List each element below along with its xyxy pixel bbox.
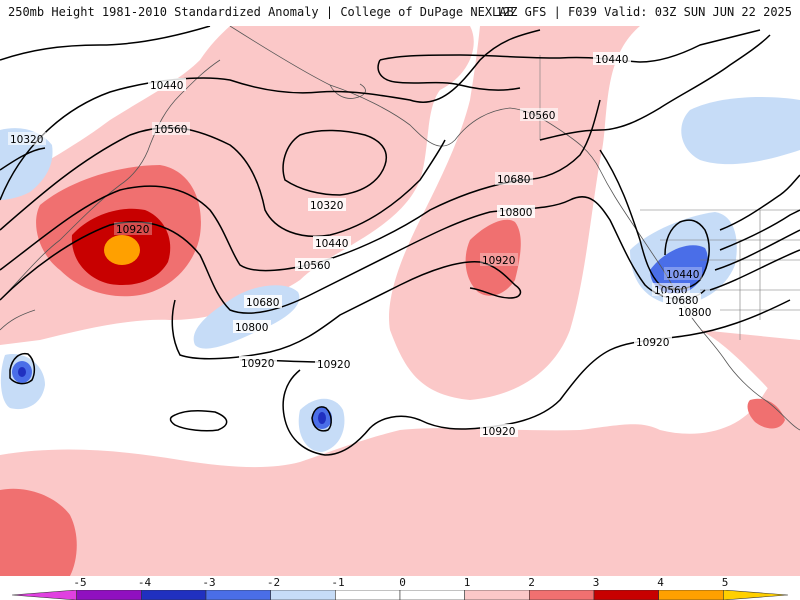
contour-label: 10920 bbox=[241, 358, 274, 370]
anomaly-map: 10440 10320 10560 10920 10320 10440 1056… bbox=[0, 26, 800, 576]
colorbar-tick-label: -3 bbox=[202, 576, 216, 589]
contour-label: 10440 bbox=[595, 54, 628, 66]
colorbar-segment bbox=[270, 590, 336, 600]
colorbar-strip bbox=[11, 590, 789, 600]
colorbar-segment bbox=[723, 590, 789, 600]
contour-label: 10320 bbox=[10, 134, 43, 146]
colorbar-segment bbox=[141, 590, 207, 600]
contour-label: 10680 bbox=[246, 297, 279, 309]
contour-label: 10920 bbox=[482, 426, 515, 438]
colorbar-segment bbox=[205, 590, 271, 600]
contour-label: 10680 bbox=[665, 295, 698, 307]
colorbar-tick-label: 2 bbox=[528, 576, 535, 589]
contour-label: 10440 bbox=[150, 80, 183, 92]
colorbar-tick-label: 0 bbox=[399, 576, 406, 589]
colorbar-tick-label: 1 bbox=[463, 576, 471, 589]
contour-label: 10560 bbox=[522, 110, 555, 122]
colorbar-tick-label: -2 bbox=[266, 576, 281, 589]
map-canvas: 10440 10320 10560 10920 10320 10440 1056… bbox=[0, 26, 800, 576]
contour-label: 10680 bbox=[497, 174, 530, 186]
model-run-info: 12Z GFS | F039 Valid: 03Z SUN JUN 22 202… bbox=[495, 5, 792, 19]
header-bar: 250mb Height 1981-2010 Standardized Anom… bbox=[0, 0, 800, 26]
colorbar-segment bbox=[529, 590, 595, 600]
contour-label: 10320 bbox=[310, 200, 343, 212]
extreme-positive-anomaly bbox=[104, 235, 140, 265]
colorbar-segment bbox=[658, 590, 724, 600]
strong-negative-anomaly bbox=[18, 367, 326, 424]
colorbar: -5 -4 -3 -2 -1 0 1 2 3 4 5 bbox=[0, 576, 800, 600]
contour-label: 10920 bbox=[317, 359, 350, 371]
colorbar-tick-label: -5 bbox=[73, 576, 87, 589]
colorbar-tick-label: 4 bbox=[657, 576, 664, 589]
contour-label: 10920 bbox=[482, 255, 515, 267]
colorbar-tick-label: -4 bbox=[137, 576, 152, 589]
contour-label: 10800 bbox=[499, 207, 532, 219]
contour-label: 10560 bbox=[154, 124, 187, 136]
colorbar-segment bbox=[464, 590, 530, 600]
coastlines bbox=[0, 26, 800, 431]
colorbar-tick-label: 5 bbox=[721, 576, 729, 589]
contour-label: 10920 bbox=[636, 337, 669, 349]
colorbar-segment bbox=[11, 590, 77, 600]
contour-labels: 10440 10320 10560 10920 10320 10440 1056… bbox=[8, 52, 714, 438]
colorbar-tick-label: -1 bbox=[331, 576, 345, 589]
contour-label: 10800 bbox=[678, 307, 711, 319]
contour-label: 10920 bbox=[116, 224, 149, 236]
contour-label: 10560 bbox=[297, 260, 330, 272]
political-borders bbox=[539, 55, 800, 340]
colorbar-tick-label: 3 bbox=[592, 576, 600, 589]
colorbar-segment bbox=[399, 590, 465, 600]
contour-label: 10440 bbox=[666, 269, 699, 281]
contour-label: 10440 bbox=[315, 238, 348, 250]
contour-label: 10800 bbox=[235, 322, 268, 334]
colorbar-segment bbox=[335, 590, 401, 600]
colorbar-segment bbox=[593, 590, 659, 600]
colorbar-segment bbox=[76, 590, 142, 600]
map-title: 250mb Height 1981-2010 Standardized Anom… bbox=[8, 5, 514, 19]
